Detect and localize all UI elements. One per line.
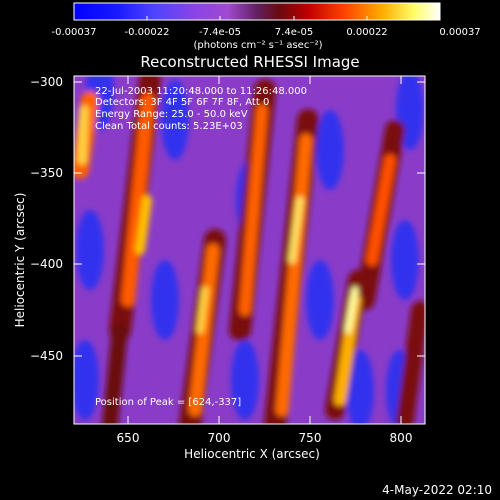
info-energy-range: Energy Range: 25.0 - 50.0 keV bbox=[95, 109, 248, 120]
x-tick-label: 700 bbox=[207, 431, 231, 445]
colorbar-tick-label: 0.00037 bbox=[439, 27, 481, 38]
x-tick-label: 800 bbox=[389, 431, 413, 445]
colorbar bbox=[73, 2, 441, 21]
y-tick-label: −350 bbox=[30, 166, 63, 180]
colorbar-tick-label: -0.00022 bbox=[124, 27, 170, 38]
colorbar-tick-label: -7.4e-05 bbox=[199, 27, 241, 38]
x-tick-label: 750 bbox=[298, 431, 322, 445]
y-tick-label: −450 bbox=[30, 349, 63, 363]
peak-position-label: Position of Peak = [624,-337] bbox=[95, 397, 242, 408]
colorbar-tick-label: -0.00037 bbox=[51, 27, 97, 38]
x-tick-label: 650 bbox=[116, 431, 140, 445]
plot-frame bbox=[73, 75, 426, 425]
info-detectors: Detectors: 3F 4F 5F 6F 7F 8F, Att 0 bbox=[95, 97, 270, 108]
x-axis-ticks bbox=[127, 76, 402, 424]
timestamp: 4-May-2022 02:10 bbox=[382, 483, 492, 497]
y-tick-label: −400 bbox=[30, 257, 63, 271]
y-tick-label: −300 bbox=[30, 75, 63, 89]
colorbar-tick-label: 0.00022 bbox=[346, 27, 388, 38]
rhessi-image bbox=[74, 76, 425, 424]
info-clean-counts: Clean Total counts: 5.23E+03 bbox=[95, 121, 243, 132]
info-time-range: 22-Jul-2003 11:20:48.000 to 11:26:48.000 bbox=[95, 86, 307, 97]
image-title: Reconstructed RHESSI Image bbox=[140, 53, 360, 71]
colorbar-unit-label: (photons cm⁻² s⁻¹ asec⁻²) bbox=[193, 40, 323, 51]
x-axis-label: Heliocentric X (arcsec) bbox=[184, 447, 320, 461]
colorbar-tick-label: 7.4e-05 bbox=[274, 27, 314, 38]
colorbar-ticks bbox=[73, 16, 441, 20]
y-axis-ticks bbox=[74, 81, 425, 357]
y-axis-label: Heliocentric Y (arcsec) bbox=[13, 192, 27, 328]
